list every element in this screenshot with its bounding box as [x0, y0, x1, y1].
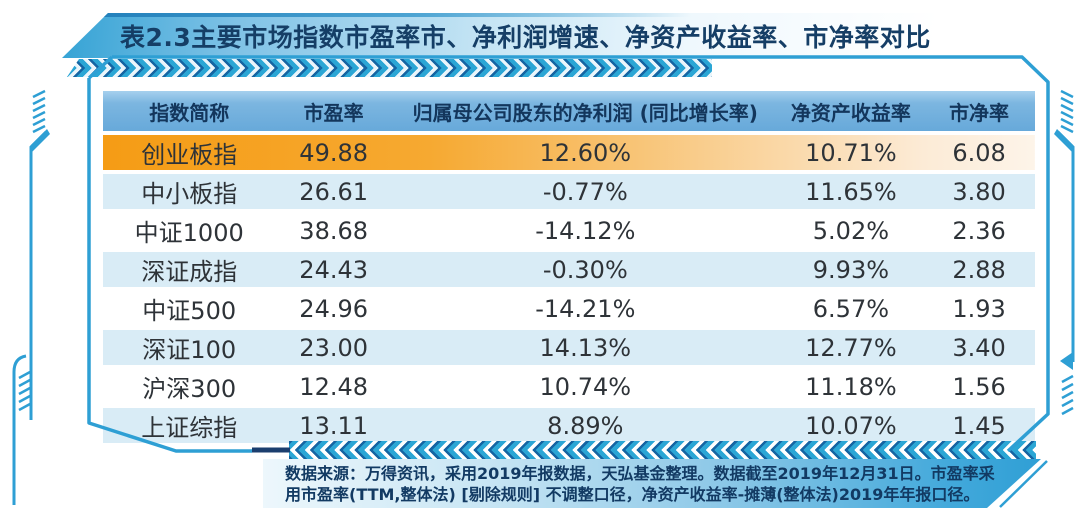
profit-growth-cell: -14.21% — [535, 294, 636, 323]
table-title-banner: 表2.3主要市场指数市盈率市、净利润增速、净资产收益率、市净率对比 — [62, 13, 935, 58]
pe-cell: 12.48 — [299, 372, 369, 401]
roe-cell: 6.57% — [812, 294, 890, 323]
profit-growth-cell: 14.13% — [539, 333, 632, 362]
table-row: 深证成指 24.43 -0.30% 9.93% 2.88 — [103, 252, 1035, 287]
table-row: 中证500 24.96 -14.21% 6.57% 1.93 — [103, 291, 1035, 326]
table-row: 上证综指 13.11 8.89% 10.07% 1.45 — [103, 408, 1035, 443]
market-index-table: 指数简称 市盈率 归属母公司股东的净利润 (同比增长率) 净资产收益率 市净率 … — [103, 87, 1035, 447]
pb-cell: 1.45 — [952, 411, 1006, 440]
source-note-line-1: 数据来源：万得资讯，采用2019年报数据，天弘基金整理。数据截至2019年12月… — [285, 464, 995, 483]
header-row: 指数简称 市盈率 归属母公司股东的净利润 (同比增长率) 净资产收益率 市净率 — [103, 91, 1035, 131]
roe-cell: 9.93% — [812, 255, 890, 284]
index-name-cell: 中证500 — [142, 297, 237, 325]
table-row: 中小板指 26.61 -0.77% 11.65% 3.80 — [103, 174, 1035, 209]
column-header-roe: 净资产收益率 — [778, 91, 924, 131]
pe-cell: 24.96 — [299, 294, 369, 323]
index-name-cell: 创业板指 — [141, 141, 238, 169]
roe-cell: 11.65% — [805, 177, 897, 206]
table-row: 沪深300 12.48 10.74% 11.18% 1.56 — [103, 369, 1035, 404]
pe-cell: 24.43 — [299, 255, 369, 284]
pb-cell: 2.36 — [952, 216, 1006, 245]
column-header-pe: 市盈率 — [275, 91, 392, 131]
left-bracket-decoration — [29, 89, 50, 420]
column-header-index-name: 指数简称 — [103, 91, 276, 131]
roe-cell: 5.02% — [812, 216, 890, 245]
pb-cell: 6.08 — [952, 138, 1006, 167]
source-note-line-2: 用市盈率(TTM,整体法) [剔除规则] 不调整口径，净资产收益率-摊薄(整体法… — [285, 485, 980, 504]
roe-cell: 11.18% — [805, 372, 897, 401]
profit-growth-cell: 10.74% — [539, 372, 632, 401]
profit-growth-cell: -14.12% — [535, 216, 636, 245]
table-title: 表2.3主要市场指数市盈率市、净利润增速、净资产收益率、市净率对比 — [120, 22, 931, 52]
pe-cell: 49.88 — [299, 138, 369, 167]
right-bracket-decoration — [1054, 89, 1075, 416]
profit-growth-cell: 8.89% — [547, 411, 624, 440]
column-header-pb: 市净率 — [923, 91, 1035, 131]
top-chevron-divider — [67, 59, 712, 77]
pb-cell: 1.56 — [952, 372, 1006, 401]
table-row: 创业板指 49.88 12.60% 10.71% 6.08 — [103, 135, 1035, 170]
pb-cell: 3.80 — [952, 177, 1006, 206]
index-name-cell: 中证1000 — [134, 219, 244, 247]
roe-cell: 10.71% — [805, 138, 897, 167]
roe-cell: 12.77% — [805, 333, 897, 362]
table-row: 中证1000 38.68 -14.12% 5.02% 2.36 — [103, 213, 1035, 248]
index-name-cell: 深证成指 — [141, 258, 238, 286]
pb-cell: 1.93 — [952, 294, 1006, 323]
pe-cell: 26.61 — [299, 177, 369, 206]
pe-cell: 38.68 — [299, 216, 369, 245]
profit-growth-cell: -0.77% — [542, 177, 628, 206]
pb-cell: 2.88 — [952, 255, 1006, 284]
column-header-profit-growth: 归属母公司股东的净利润 (同比增长率) — [391, 91, 779, 131]
source-note-banner: 数据来源：万得资讯，采用2019年报数据，天弘基金整理。数据截至2019年12月… — [263, 459, 1041, 508]
pe-cell: 13.11 — [299, 411, 369, 440]
bottom-chevron-divider — [289, 441, 1036, 459]
profit-growth-cell: 12.60% — [539, 138, 632, 167]
index-name-cell: 深证100 — [142, 336, 237, 364]
lower-left-bracket-decoration — [12, 354, 31, 505]
pe-cell: 23.00 — [299, 333, 369, 362]
table-row: 深证100 23.00 14.13% 12.77% 3.40 — [103, 330, 1035, 365]
index-name-cell: 中小板指 — [141, 180, 238, 208]
profit-growth-cell: -0.30% — [542, 255, 628, 284]
pb-cell: 3.40 — [952, 333, 1006, 362]
index-name-cell: 上证综指 — [141, 414, 238, 442]
index-name-cell: 沪深300 — [142, 375, 237, 403]
roe-cell: 10.07% — [805, 411, 897, 440]
